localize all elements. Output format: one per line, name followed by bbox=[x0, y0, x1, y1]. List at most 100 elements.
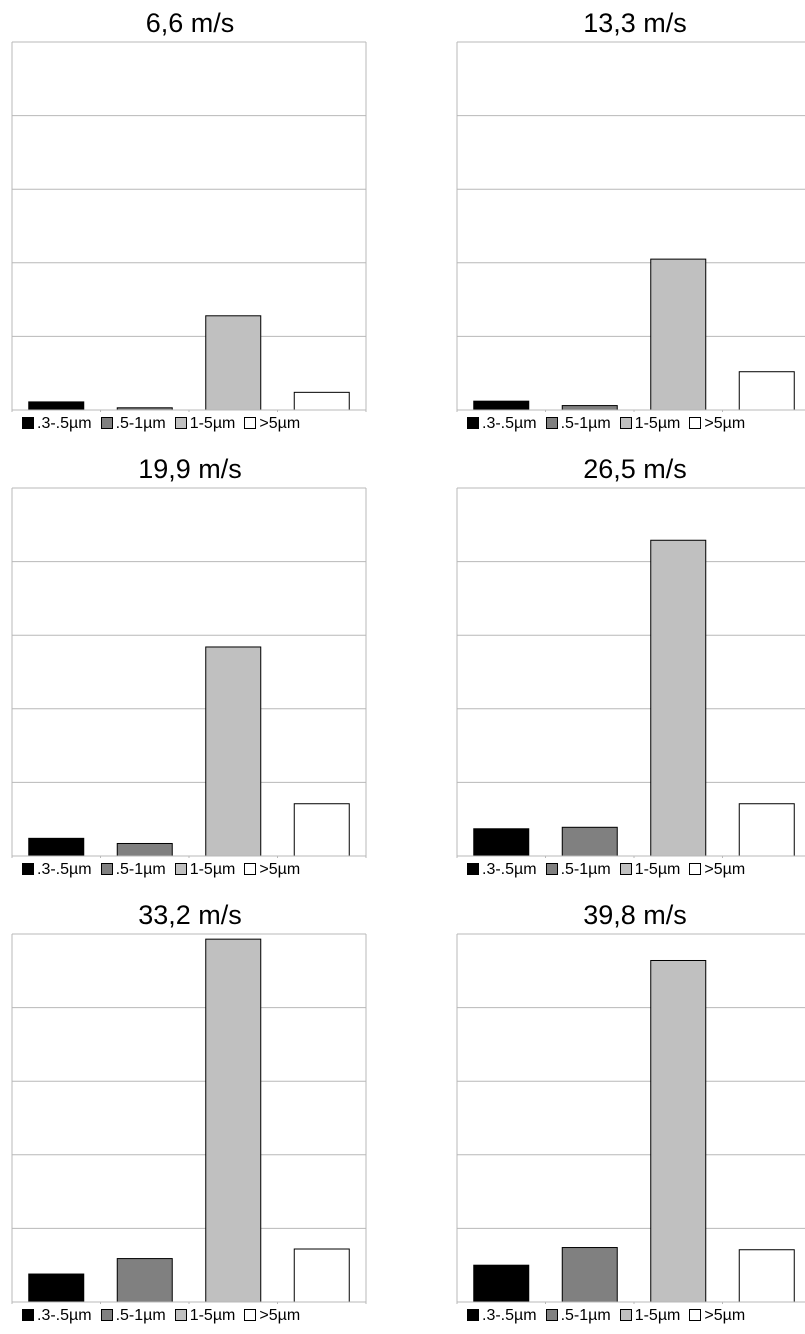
legend-swatch bbox=[174, 417, 187, 429]
legend-label: .3-.5µm bbox=[482, 1307, 537, 1324]
legend-swatch bbox=[545, 417, 558, 429]
legend-label: >5µm bbox=[704, 415, 746, 432]
chart-panel: 33,2 m/s .3-.5µm .5-1µm 1-5µm >5µm bbox=[10, 892, 400, 1332]
bar bbox=[28, 837, 85, 857]
chart-panel: 6,6 m/s .3-.5µm .5-1µm 1-5µm >5µm bbox=[10, 0, 400, 440]
legend-item: .3-.5µm bbox=[467, 1304, 537, 1328]
bar bbox=[561, 405, 618, 411]
bar bbox=[650, 258, 707, 411]
legend-item: .5-1µm bbox=[100, 858, 166, 882]
legend-swatch bbox=[619, 863, 632, 875]
legend-label: .3-.5µm bbox=[37, 861, 92, 878]
legend-label: .5-1µm bbox=[115, 861, 166, 878]
bar bbox=[473, 828, 530, 857]
chart-legend: .3-.5µm .5-1µm 1-5µm >5µm bbox=[467, 1304, 805, 1328]
chart-panel: 13,3 m/s .3-.5µm .5-1µm 1-5µm >5µm bbox=[455, 0, 805, 440]
legend-swatch bbox=[22, 863, 34, 875]
legend-label: .5-1µm bbox=[560, 415, 611, 432]
legend-swatch bbox=[100, 863, 113, 875]
bar bbox=[650, 539, 707, 857]
legend-swatch bbox=[619, 417, 632, 429]
legend-swatch bbox=[689, 1309, 702, 1321]
bar bbox=[205, 315, 262, 411]
bar-chart bbox=[11, 41, 367, 412]
legend-item: .3-.5µm bbox=[22, 412, 92, 436]
legend-label: .3-.5µm bbox=[37, 1307, 92, 1324]
chart-title: 26,5 m/s bbox=[583, 454, 687, 484]
legend-label: >5µm bbox=[259, 415, 301, 432]
legend-swatch bbox=[689, 863, 702, 875]
legend-item: .3-.5µm bbox=[22, 858, 92, 882]
bar bbox=[650, 959, 707, 1303]
legend-swatch bbox=[22, 1309, 34, 1321]
chart-title: 33,2 m/s bbox=[138, 900, 242, 930]
chart-legend: .3-.5µm .5-1µm 1-5µm >5µm bbox=[22, 412, 402, 436]
bar bbox=[561, 826, 618, 857]
legend-item: >5µm bbox=[689, 858, 745, 882]
legend-swatch bbox=[174, 1309, 187, 1321]
bar-chart bbox=[456, 487, 805, 858]
legend-label: .5-1µm bbox=[115, 1307, 166, 1324]
legend-swatch bbox=[467, 863, 479, 875]
legend-label: 1-5µm bbox=[189, 1307, 236, 1324]
legend-item: 1-5µm bbox=[619, 412, 680, 436]
legend-item: .5-1µm bbox=[545, 412, 611, 436]
legend-label: 1-5µm bbox=[634, 1307, 681, 1324]
chart-title: 39,8 m/s bbox=[583, 900, 687, 930]
legend-swatch bbox=[244, 863, 257, 875]
bar bbox=[738, 803, 795, 857]
legend-label: .3-.5µm bbox=[37, 415, 92, 432]
chart-legend: .3-.5µm .5-1µm 1-5µm >5µm bbox=[467, 858, 805, 882]
chart-panel: 39,8 m/s .3-.5µm .5-1µm 1-5µm >5µm bbox=[455, 892, 805, 1332]
bar-chart bbox=[456, 41, 805, 412]
legend-swatch bbox=[22, 417, 34, 429]
legend-swatch bbox=[174, 863, 187, 875]
legend-swatch bbox=[467, 1309, 479, 1321]
legend-item: .5-1µm bbox=[545, 858, 611, 882]
bar bbox=[293, 391, 350, 411]
legend-item: .3-.5µm bbox=[467, 412, 537, 436]
chart-title: 19,9 m/s bbox=[138, 454, 242, 484]
bar-chart bbox=[456, 933, 805, 1304]
bar bbox=[738, 371, 795, 411]
legend-item: 1-5µm bbox=[619, 858, 681, 882]
bar bbox=[293, 803, 350, 857]
bar bbox=[473, 400, 530, 411]
legend-item: .3-.5µm bbox=[467, 858, 537, 882]
legend-item: 1-5µm bbox=[174, 412, 236, 436]
legend-item: .5-1µm bbox=[545, 1304, 611, 1328]
bar bbox=[561, 1247, 618, 1303]
legend-item: 1-5µm bbox=[174, 1304, 236, 1328]
legend-swatch bbox=[545, 863, 558, 875]
bar bbox=[293, 1248, 350, 1303]
legend-swatch bbox=[619, 1309, 632, 1321]
legend-item: .5-1µm bbox=[100, 412, 166, 436]
legend-item: >5µm bbox=[244, 858, 300, 882]
bar-chart bbox=[11, 487, 367, 858]
legend-swatch bbox=[689, 417, 702, 429]
legend-label: >5µm bbox=[704, 861, 746, 878]
legend-label: 1-5µm bbox=[189, 415, 236, 432]
bar-chart bbox=[11, 933, 367, 1304]
legend-item: >5µm bbox=[244, 1304, 300, 1328]
legend-label: 1-5µm bbox=[189, 861, 236, 878]
chart-legend: .3-.5µm .5-1µm 1-5µm >5µm bbox=[467, 412, 805, 436]
bar bbox=[473, 1264, 530, 1303]
chart-legend: .3-.5µm .5-1µm 1-5µm >5µm bbox=[22, 1304, 402, 1328]
legend-label: >5µm bbox=[259, 1307, 301, 1324]
legend-label: .3-.5µm bbox=[482, 861, 537, 878]
chart-legend: .3-.5µm .5-1µm 1-5µm >5µm bbox=[22, 858, 402, 882]
legend-swatch bbox=[100, 417, 113, 429]
legend-label: .3-.5µm bbox=[482, 415, 537, 432]
legend-swatch bbox=[467, 417, 479, 429]
bar bbox=[116, 842, 173, 857]
bar bbox=[116, 1258, 173, 1303]
legend-item: >5µm bbox=[689, 412, 745, 436]
legend-label: .5-1µm bbox=[560, 1307, 611, 1324]
legend-label: >5µm bbox=[259, 861, 301, 878]
legend-item: .5-1µm bbox=[100, 1304, 166, 1328]
bar bbox=[205, 646, 262, 857]
bar bbox=[738, 1249, 795, 1303]
legend-label: 1-5µm bbox=[634, 861, 681, 878]
legend-swatch bbox=[545, 1309, 558, 1321]
